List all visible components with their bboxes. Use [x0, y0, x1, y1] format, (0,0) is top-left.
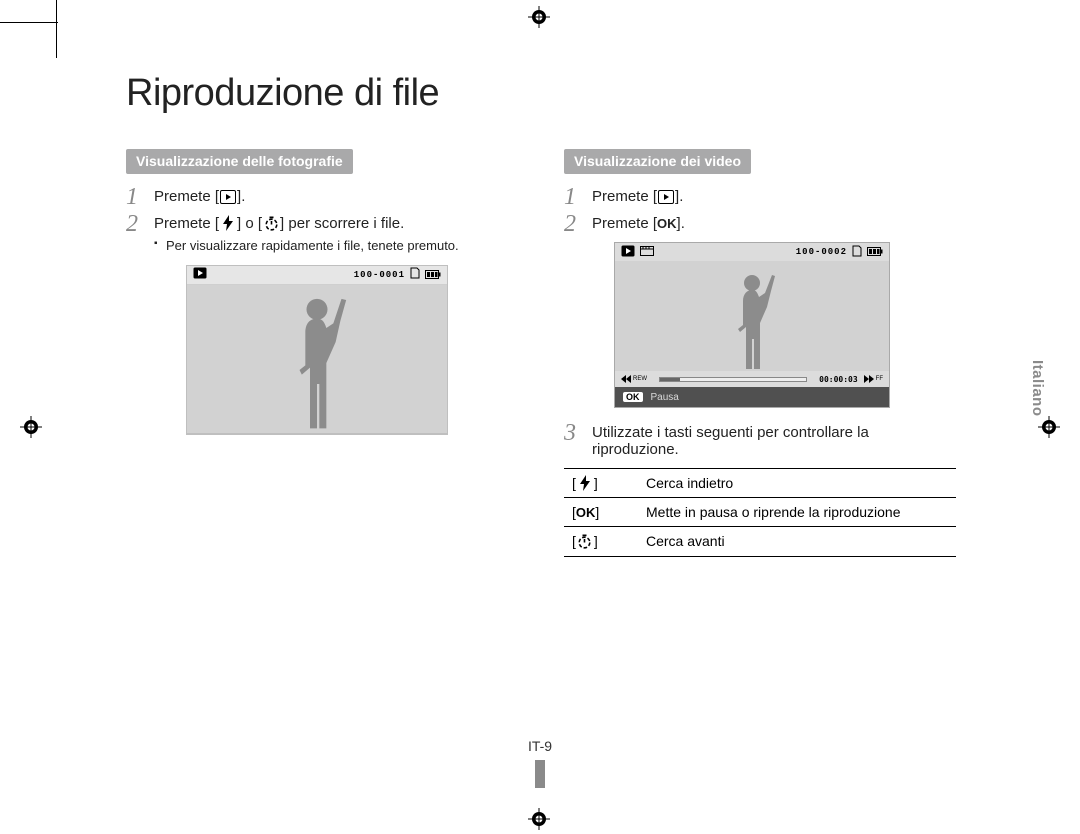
section-heading-left: Visualizzazione delle fotografie: [126, 149, 353, 174]
control-key-cell: []: [564, 469, 638, 498]
step-text-post: ].: [677, 215, 685, 232]
video-lcd: 100-0002: [614, 242, 890, 408]
left-steps: Premete []. Premete [ ] o [ ] per scorrere…: [126, 188, 518, 253]
ok-label: OK: [576, 505, 596, 520]
control-desc: Cerca avanti: [638, 527, 956, 557]
control-desc: Cerca indietro: [638, 469, 956, 498]
step-text: Premete [: [154, 215, 219, 232]
columns: Visualizzazione delle fotografie Premete…: [126, 149, 956, 557]
ok-chip: OK: [623, 392, 643, 402]
step-text-post: ].: [237, 188, 245, 205]
statusbar-left: [193, 266, 207, 284]
ff-indicator: FF: [864, 375, 883, 383]
step-text-post: ].: [675, 188, 683, 205]
step-text-mid: ] o [: [237, 215, 262, 232]
registration-mark-left: [20, 416, 42, 438]
page-root: Riproduzione di file Visualizzazione del…: [0, 0, 1080, 834]
photo-lcd: 100-0001: [186, 265, 448, 435]
section-heading-right: Visualizzazione dei video: [564, 149, 751, 174]
right-column: Visualizzazione dei video Premete []. Pr…: [564, 149, 956, 557]
step-text-post: ] per scorrere i file.: [280, 215, 404, 232]
right-step-1: Premete [].: [564, 188, 956, 205]
registration-mark-top: [528, 6, 550, 28]
timer-icon: [576, 534, 594, 550]
left-column: Visualizzazione delle fotografie Premete…: [126, 149, 518, 557]
timer-icon: [262, 216, 280, 232]
person-silhouette: [269, 293, 365, 433]
pausa-label: Pausa: [651, 392, 679, 403]
flash-icon: [219, 215, 237, 231]
video-status-left: [621, 245, 654, 259]
table-row: [] Cerca avanti: [564, 527, 956, 557]
table-row: [] Cerca indietro: [564, 469, 956, 498]
note-text: Per visualizzare rapidamente i file, ten…: [154, 238, 518, 253]
crop-mark: [56, 0, 57, 58]
time-label: 00:00:03: [819, 375, 858, 384]
lcd-statusbar: 100-0001: [187, 266, 447, 285]
left-step-2: Premete [ ] o [ ] per scorrere i file. Per…: [126, 215, 518, 253]
file-counter: 100-0001: [354, 270, 405, 280]
right-step-3: Utilizzate i tasti seguenti per controll…: [564, 424, 956, 458]
play-mode-icon: [621, 245, 635, 259]
ff-label: FF: [876, 376, 883, 382]
control-key-cell: []: [564, 527, 638, 557]
left-step-1: Premete [].: [126, 188, 518, 205]
video-image-area: [615, 261, 889, 371]
language-tab: Italiano: [1029, 360, 1046, 417]
page-number-tick: [535, 760, 545, 788]
control-key-cell: [OK]: [564, 498, 638, 527]
right-step-2: Premete [OK].: [564, 215, 956, 232]
battery-icon: [425, 266, 441, 284]
progress-bar: [659, 377, 807, 382]
crop-mark: [0, 22, 58, 23]
content-area: Riproduzione di file Visualizzazione del…: [126, 72, 956, 557]
play-mode-icon: [193, 266, 207, 284]
video-controlbar: REW 00:00:03 FF: [615, 371, 889, 387]
card-icon: [410, 266, 420, 284]
statusbar-right: 100-0001: [354, 266, 441, 284]
registration-mark-bottom: [528, 808, 550, 830]
battery-icon: [867, 247, 883, 258]
card-icon: [852, 245, 862, 259]
ok-label: OK: [657, 216, 677, 231]
video-status-right: 100-0002: [796, 245, 883, 259]
step-text: Premete [: [154, 188, 219, 205]
video-statusbar: 100-0002: [615, 243, 889, 261]
page-number: IT-9: [528, 738, 552, 754]
flash-icon: [576, 475, 594, 491]
video-footer: OK Pausa: [615, 387, 889, 407]
controls-table: [] Cerca indietro [OK] Mette in pausa o …: [564, 468, 956, 557]
lcd-image-area: [187, 285, 447, 434]
control-desc: Mette in pausa o riprende la riproduzion…: [638, 498, 956, 527]
file-counter: 100-0002: [796, 247, 847, 257]
page-number-area: IT-9: [0, 738, 1080, 788]
step-note: Per visualizzare rapidamente i file, ten…: [154, 238, 518, 253]
rew-label: REW: [633, 376, 647, 382]
rew-indicator: REW: [621, 375, 647, 383]
play-icon: [657, 189, 675, 205]
language-label: Italiano: [1029, 360, 1046, 417]
play-icon: [219, 189, 237, 205]
movie-icon: [640, 246, 654, 258]
page-title: Riproduzione di file: [126, 72, 956, 115]
table-row: [OK] Mette in pausa o riprende la riprod…: [564, 498, 956, 527]
right-steps: Premete []. Premete [OK].: [564, 188, 956, 232]
step-text: Premete [: [592, 215, 657, 232]
person-silhouette: [712, 271, 792, 371]
step-text: Premete [: [592, 188, 657, 205]
right-steps-cont: Utilizzate i tasti seguenti per controll…: [564, 424, 956, 458]
registration-mark-right: [1038, 416, 1060, 438]
